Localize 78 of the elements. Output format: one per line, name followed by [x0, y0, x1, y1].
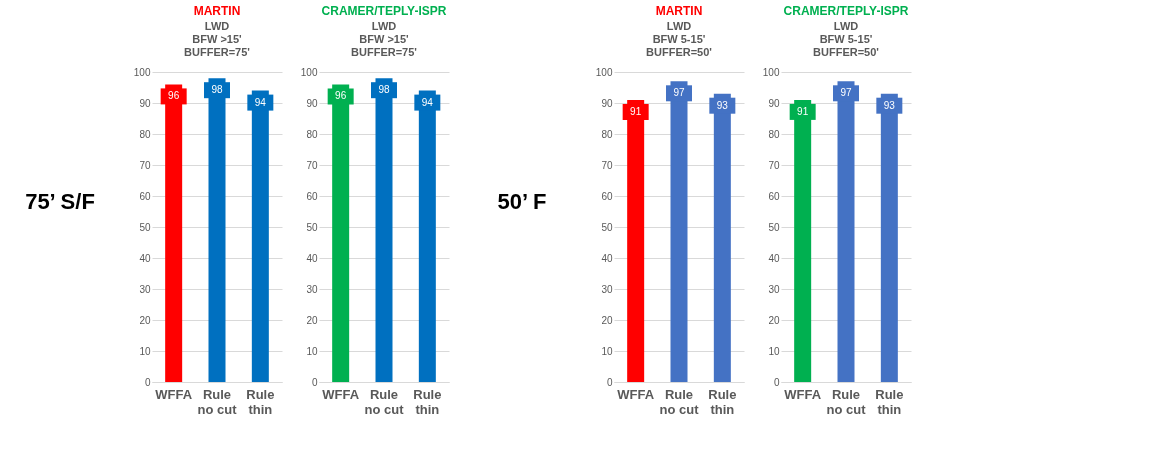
chart-subtitle: LWD BFW 5-15' BUFFER=50' — [646, 20, 713, 58]
y-tick-label: 100 — [595, 66, 613, 78]
chart-subtitle: LWD BFW 5-15' BUFFER=50' — [813, 20, 880, 58]
x-tick-label: WFFA — [322, 386, 360, 402]
text: 50’ F — [497, 189, 547, 215]
x-tick-label: Rule no cut — [364, 386, 405, 417]
y-tick-label: 40 — [601, 252, 613, 264]
y-tick-label: 40 — [768, 252, 780, 264]
y-tick-label: 30 — [306, 283, 318, 295]
y-tick-label: 100 — [133, 66, 151, 78]
y-tick-label: 60 — [601, 190, 613, 202]
text: 75’ S/F — [25, 189, 95, 215]
y-tick-label: 90 — [139, 97, 151, 109]
y-tick-label: 100 — [762, 66, 780, 78]
chart-title: MARTIN — [193, 4, 241, 18]
data-label: 93 — [883, 99, 896, 111]
y-tick-label: 0 — [606, 376, 613, 388]
y-tick-label: 0 — [773, 376, 780, 388]
x-tick-label: Rule thin — [708, 386, 737, 417]
y-tick-label: 30 — [601, 283, 613, 295]
y-tick-label: 20 — [306, 314, 318, 326]
y-tick-label: 50 — [306, 221, 318, 233]
y-tick-label: 40 — [139, 252, 151, 264]
y-tick-label: 60 — [306, 190, 318, 202]
y-tick-label: 70 — [768, 159, 780, 171]
data-label: 96 — [335, 90, 347, 102]
y-tick-label: 70 — [306, 159, 318, 171]
y-tick-label: 40 — [306, 252, 318, 264]
x-tick-label: Rule no cut — [659, 386, 700, 417]
y-tick-label: 50 — [601, 221, 613, 233]
y-tick-label: 80 — [306, 128, 318, 140]
y-tick-label: 30 — [768, 283, 780, 295]
y-tick-label: 70 — [601, 159, 613, 171]
x-tick-label: WFFA — [784, 386, 822, 402]
y-tick-label: 10 — [601, 345, 613, 357]
y-tick-label: 10 — [139, 345, 151, 357]
y-tick-label: 80 — [768, 128, 780, 140]
x-tick-label: Rule thin — [246, 386, 275, 417]
y-tick-label: 80 — [139, 128, 151, 140]
y-tick-label: 60 — [768, 190, 780, 202]
data-label: 94 — [421, 96, 434, 108]
x-tick-label: WFFA — [155, 386, 193, 402]
chart-title: CRAMER/TEPLY-ISPR — [321, 4, 447, 18]
y-tick-label: 20 — [601, 314, 613, 326]
y-tick-label: 60 — [139, 190, 151, 202]
data-label: 98 — [378, 84, 390, 96]
y-tick-label: 10 — [768, 345, 780, 357]
y-tick-label: 90 — [306, 97, 318, 109]
x-tick-label: Rule no cut — [197, 386, 238, 417]
y-tick-label: 50 — [768, 221, 780, 233]
y-tick-label: 0 — [311, 376, 318, 388]
y-tick-label: 20 — [768, 314, 780, 326]
x-tick-label: Rule no cut — [826, 386, 867, 417]
y-tick-label: 80 — [601, 128, 613, 140]
data-label: 91 — [797, 105, 809, 117]
data-label: 96 — [168, 90, 180, 102]
x-tick-label: Rule thin — [413, 386, 442, 417]
y-tick-label: 70 — [139, 159, 151, 171]
y-tick-label: 20 — [139, 314, 151, 326]
y-tick-label: 90 — [601, 97, 613, 109]
y-tick-label: 30 — [139, 283, 151, 295]
data-label: 97 — [840, 87, 852, 99]
y-tick-label: 100 — [300, 66, 318, 78]
chart-title: MARTIN — [655, 4, 703, 18]
chart-subtitle: LWD BFW >15' BUFFER=75' — [351, 20, 418, 58]
data-label: 94 — [254, 96, 267, 108]
data-label: 91 — [630, 105, 642, 117]
data-label: 93 — [716, 99, 729, 111]
data-label: 98 — [211, 84, 223, 96]
y-tick-label: 50 — [139, 221, 151, 233]
chart-title: CRAMER/TEPLY-ISPR — [783, 4, 909, 18]
x-tick-label: Rule thin — [875, 386, 904, 417]
y-tick-label: 0 — [144, 376, 151, 388]
y-tick-label: 10 — [306, 345, 318, 357]
chart-subtitle: LWD BFW >15' BUFFER=75' — [184, 20, 251, 58]
x-tick-label: WFFA — [617, 386, 655, 402]
y-tick-label: 90 — [768, 97, 780, 109]
data-label: 97 — [673, 87, 685, 99]
